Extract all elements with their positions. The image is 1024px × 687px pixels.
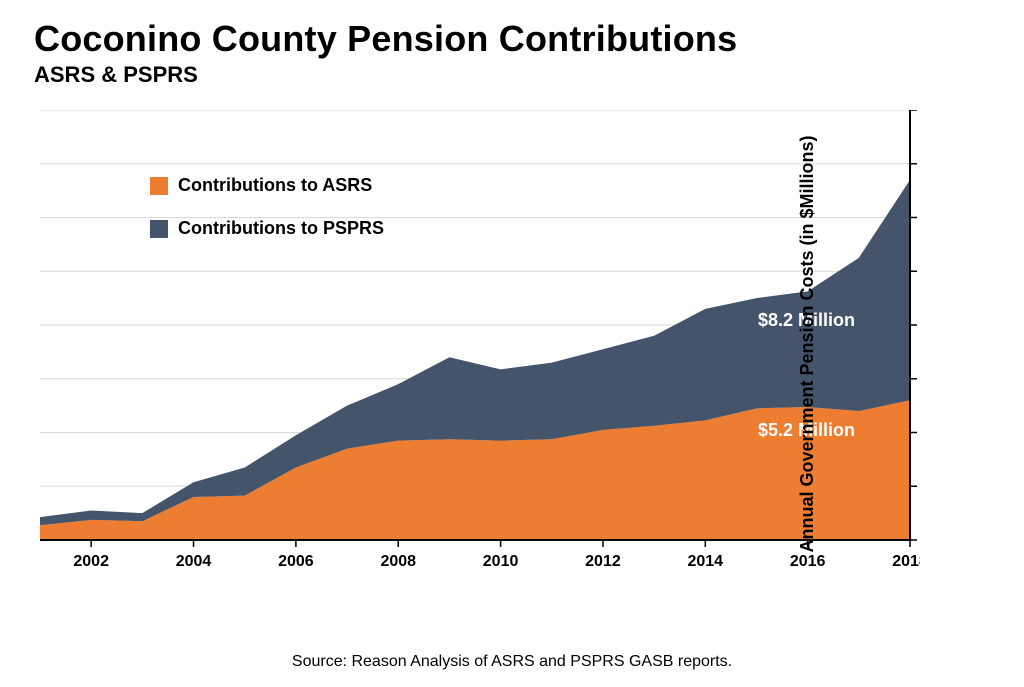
svg-text:2004: 2004 — [176, 553, 212, 570]
svg-text:2002: 2002 — [73, 553, 109, 570]
y-axis-ticks: $-$2$4$6$8$10$12$14$16 — [910, 110, 920, 549]
legend: Contributions to ASRS Contributions to P… — [150, 175, 384, 261]
legend-item-psprs: Contributions to PSPRS — [150, 218, 384, 239]
chart-title: Coconino County Pension Contributions — [34, 18, 737, 60]
legend-item-asrs: Contributions to ASRS — [150, 175, 384, 196]
svg-text:2014: 2014 — [687, 553, 723, 570]
svg-text:2008: 2008 — [380, 553, 416, 570]
legend-swatch-psprs — [150, 220, 168, 238]
svg-text:2012: 2012 — [585, 553, 621, 570]
x-axis-ticks: 2002 2004 2006 2008 2010 2012 2014 2016 2018 — [73, 540, 920, 570]
svg-text:2010: 2010 — [483, 553, 519, 570]
svg-text:2018: 2018 — [892, 553, 920, 570]
source-citation: Source: Reason Analysis of ASRS and PSPR… — [0, 653, 1024, 671]
svg-text:2016: 2016 — [790, 553, 826, 570]
chart-subtitle: ASRS & PSPRS — [34, 62, 737, 88]
legend-swatch-asrs — [150, 177, 168, 195]
y-axis-title: Annual Government Pension Costs (in $Mil… — [797, 135, 818, 552]
legend-label-psprs: Contributions to PSPRS — [178, 218, 384, 239]
title-block: Coconino County Pension Contributions AS… — [34, 18, 737, 88]
svg-text:2006: 2006 — [278, 553, 314, 570]
legend-label-asrs: Contributions to ASRS — [178, 175, 372, 196]
